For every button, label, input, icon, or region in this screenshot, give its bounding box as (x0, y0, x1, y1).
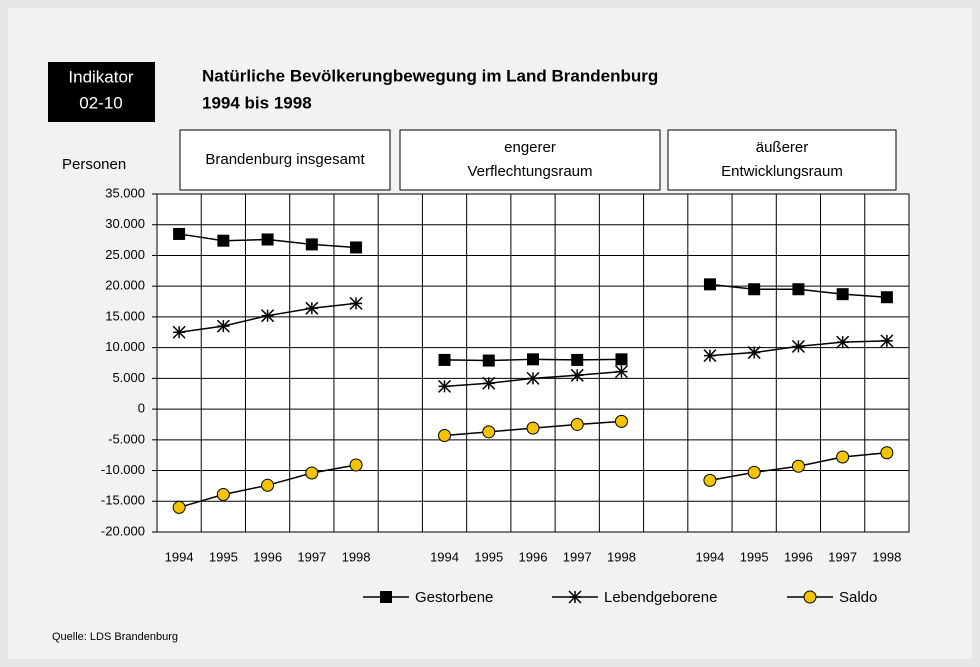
indicator-box (48, 62, 155, 122)
chart-title: Natürliche Bevölkerungbewegung im Land B… (202, 66, 658, 85)
marker-star (216, 319, 230, 333)
marker-star (836, 335, 850, 349)
x-tick-label: 1996 (519, 549, 548, 564)
marker-circle (305, 466, 319, 480)
x-tick-label: 1998 (607, 549, 636, 564)
y-tick-label: 0 (138, 401, 145, 416)
marker-circle (880, 446, 894, 460)
marker-circle (261, 478, 275, 492)
marker-star (747, 346, 761, 360)
y-tick-label: -20.000 (101, 523, 145, 538)
marker-circle (526, 421, 540, 435)
panel-label: äußerer (756, 139, 809, 156)
marker-circle (791, 459, 805, 473)
panel-header (667, 129, 897, 191)
marker-star (305, 301, 319, 315)
marker-circle (349, 458, 363, 472)
marker-circle (438, 429, 452, 443)
marker-square (703, 278, 716, 291)
marker-square (173, 227, 186, 240)
marker-circle (614, 414, 628, 428)
x-tick-label: 1995 (209, 549, 238, 564)
marker-square (482, 354, 495, 367)
legend-marker (568, 590, 582, 604)
x-tick-label: 1996 (253, 549, 282, 564)
marker-square (261, 233, 274, 246)
marker-circle (482, 425, 496, 439)
chart-subtitle: 1994 bis 1998 (202, 93, 312, 112)
marker-star (614, 365, 629, 379)
marker-circle (703, 473, 717, 487)
marker-square (836, 288, 849, 301)
legend-marker (803, 590, 817, 604)
marker-star (172, 325, 186, 339)
panel-label: engerer (504, 139, 556, 156)
x-tick-label: 1997 (297, 549, 326, 564)
marker-square (438, 353, 451, 366)
marker-square (880, 291, 893, 304)
marker-square (380, 591, 392, 603)
x-tick-label: 1998 (342, 549, 371, 564)
y-axis-label: Personen (62, 156, 126, 173)
legend-label: Lebendgeborene (604, 589, 717, 606)
panel-label: Entwicklungsraum (721, 163, 843, 180)
x-tick-label: 1994 (165, 549, 194, 564)
marker-square (527, 353, 539, 366)
marker-star (880, 334, 894, 348)
marker-square (305, 238, 318, 251)
marker-star (703, 349, 717, 363)
marker-star (437, 379, 452, 393)
legend-label: Saldo (839, 589, 877, 606)
panel-label: Verflechtungsraum (467, 163, 592, 180)
y-tick-label: -15.000 (101, 493, 145, 508)
marker-square (350, 241, 363, 254)
marker-circle (803, 590, 817, 604)
x-tick-label: 1995 (474, 549, 503, 564)
marker-square (615, 353, 628, 366)
legend-marker (380, 591, 392, 603)
x-tick-label: 1996 (784, 549, 813, 564)
y-tick-label: 15.000 (105, 308, 145, 323)
marker-square (571, 353, 584, 366)
marker-circle (216, 488, 230, 502)
marker-square (748, 283, 761, 296)
x-tick-label: 1994 (430, 549, 459, 564)
panel-header (399, 129, 661, 191)
marker-star (570, 368, 584, 382)
x-tick-label: 1997 (563, 549, 592, 564)
marker-star (349, 296, 363, 310)
y-tick-label: 35.000 (105, 185, 145, 200)
marker-star (791, 339, 805, 353)
x-tick-label: 1995 (740, 549, 769, 564)
marker-circle (570, 417, 584, 431)
x-tick-label: 1994 (695, 549, 724, 564)
x-tick-label: 1997 (828, 549, 857, 564)
y-tick-label: -10.000 (101, 462, 145, 477)
y-tick-label: 20.000 (105, 278, 145, 293)
marker-square (217, 234, 230, 247)
marker-star (261, 309, 275, 323)
y-tick-label: 30.000 (105, 216, 145, 231)
marker-circle (747, 465, 761, 479)
y-tick-label: -5.000 (108, 431, 145, 446)
panel-header (179, 129, 391, 191)
y-tick-label: 5.000 (112, 370, 145, 385)
indicator: Indikator (68, 67, 134, 86)
marker-star (482, 376, 496, 390)
marker-circle (836, 450, 850, 464)
source: Quelle: LDS Brandenburg (52, 631, 178, 643)
x-tick-label: 1998 (872, 549, 901, 564)
y-tick-label: 25.000 (105, 247, 145, 262)
legend-label: Gestorbene (415, 589, 493, 606)
panel-label: Brandenburg insgesamt (205, 151, 365, 168)
y-tick-label: 10.000 (105, 339, 145, 354)
marker-star (526, 371, 540, 385)
marker-square (792, 283, 805, 296)
indicator-code: 02-10 (79, 93, 122, 112)
marker-circle (172, 500, 186, 514)
marker-star (568, 590, 582, 604)
